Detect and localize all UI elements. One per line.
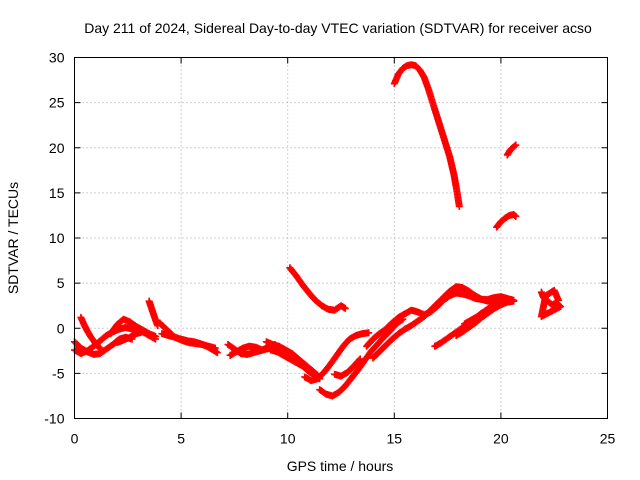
series-arc-16 [331,355,364,380]
series-arc-14 [301,329,373,385]
data-point [510,297,518,305]
data-point [512,141,520,149]
y-tick-label: 30 [49,50,65,66]
data-point [455,202,463,210]
axis-ticks: 0 5 10 15 20 25 -10 -5 0 5 10 15 20 25 30 [44,50,615,447]
data-point [355,356,363,364]
data-point [493,303,501,311]
x-tick-label: 15 [387,431,403,447]
data-point [213,349,221,357]
y-tick-label: 20 [49,140,65,156]
y-tick-label: -5 [52,365,65,381]
series-arc-25 [537,286,565,321]
series-arc-8 [158,330,221,357]
x-tick-label: 25 [600,431,616,447]
y-tick-label: 0 [57,320,65,336]
x-tick-label: 5 [177,431,185,447]
grid [74,57,608,419]
series-arc-5 [113,328,160,347]
plot-frame [74,57,608,419]
data-point [95,343,103,351]
data-point [365,329,373,337]
series-arc-10 [226,340,279,359]
chart-title: Day 211 of 2024, Sidereal Day-to-day VTE… [84,20,592,36]
x-axis-label: GPS time / hours [287,458,394,474]
data-point [512,212,520,220]
y-tick-label: 5 [57,275,65,291]
data-point [356,355,364,363]
data-point [96,344,104,352]
data-point [511,211,519,219]
series-arc-3 [77,313,104,352]
series-arc-23 [493,211,520,231]
x-tick-label: 0 [71,431,79,447]
series-arc-6 [145,297,162,330]
y-tick-label: 25 [49,95,65,111]
data-point [341,304,349,312]
series-arc-12 [267,346,324,383]
data-point [152,335,160,343]
y-axis-label: SDTVAR / TECUs [5,182,21,294]
data-series [71,61,565,400]
y-tick-label: -10 [44,411,64,427]
series-arc-15 [316,315,407,400]
series-arc-19 [390,61,463,210]
x-tick-label: 20 [493,431,509,447]
data-point [511,142,519,150]
data-point [554,296,562,304]
x-tick-label: 10 [280,431,296,447]
y-tick-label: 15 [49,185,65,201]
series-arc-24 [503,141,520,159]
series-arc-22 [461,303,501,328]
y-tick-label: 10 [49,230,65,246]
series-arc-13 [286,264,349,314]
